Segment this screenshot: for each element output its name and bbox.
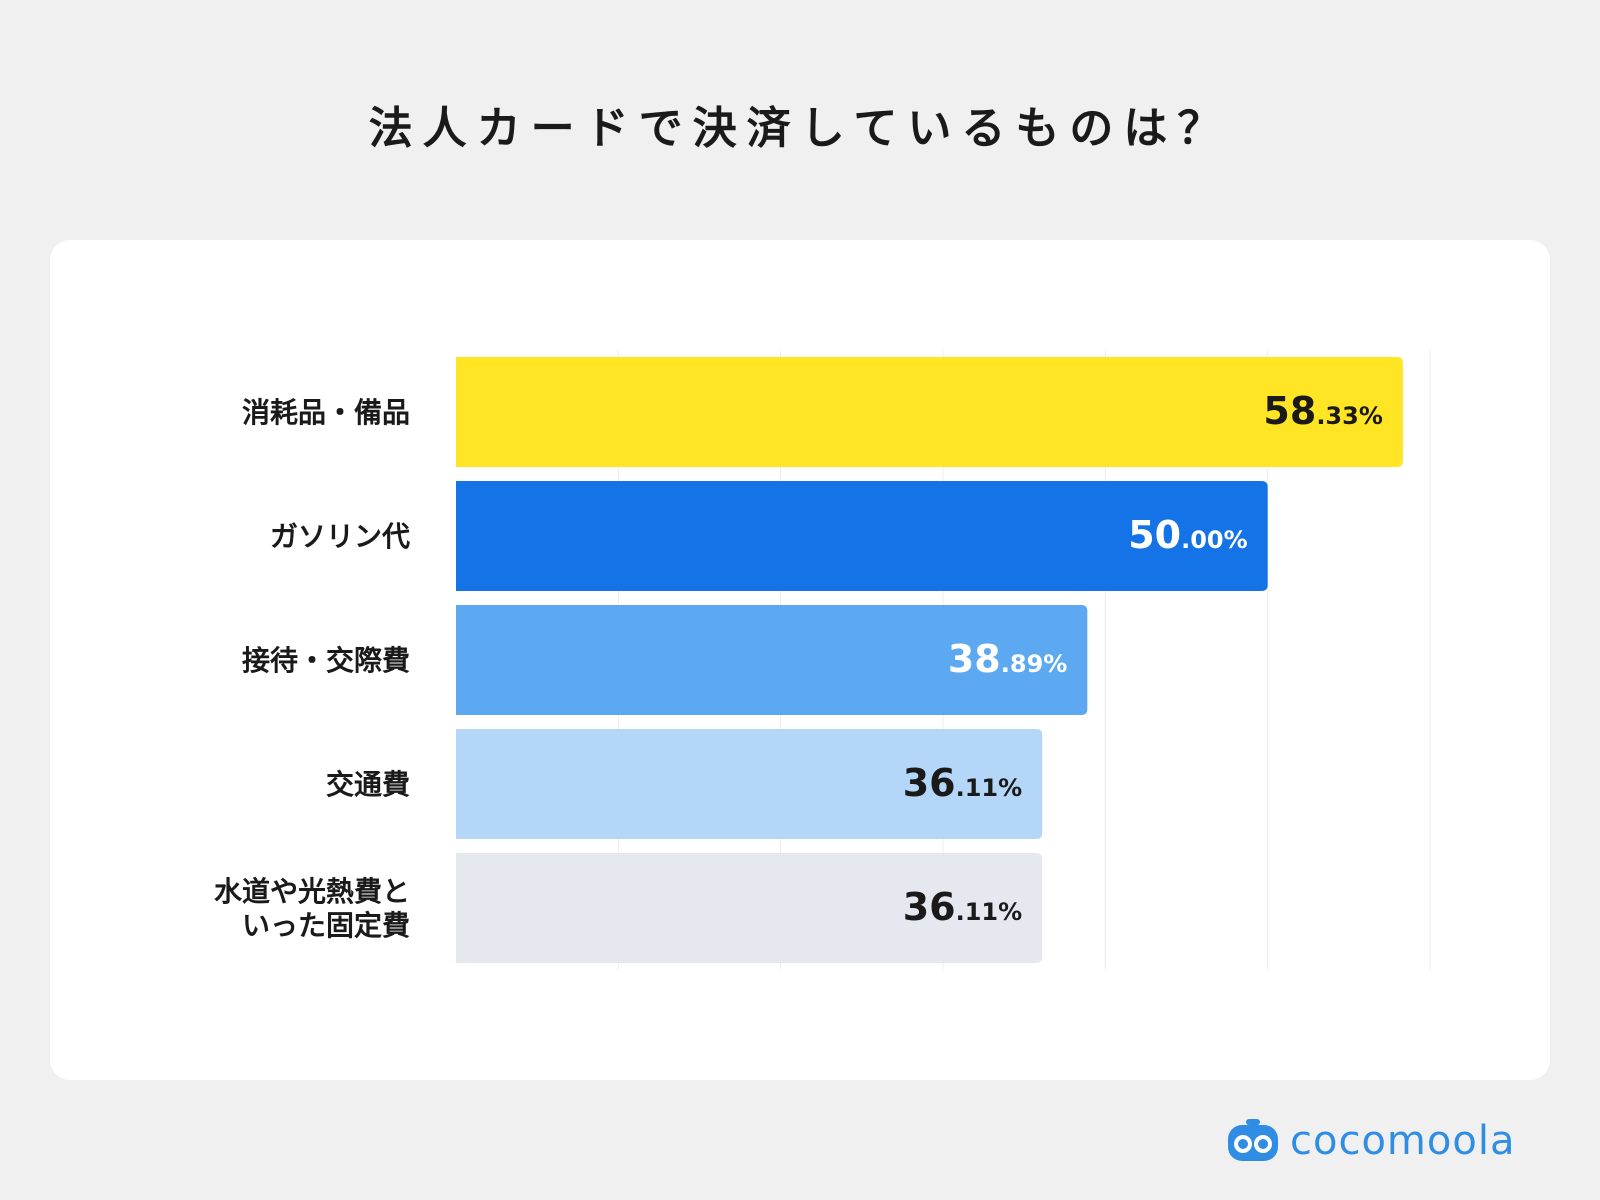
value-label: 36.11% [903,885,1022,929]
bar [456,729,1043,839]
chart-title: 法人カードで決済しているものは？ [368,103,1232,154]
category-label: 消耗品・備品 [242,396,410,429]
bar [456,357,1403,467]
robot-face-icon [1228,1119,1278,1161]
bar-chart: 消耗品・備品 58.33% ガソリン代 50.00% 接待・交際費 38.89% 交通費 36… [214,350,1431,970]
value-label-int: 50 [1128,513,1181,557]
category-label: ガソリン代 [270,520,410,553]
chart-card: 消耗品・備品 58.33% ガソリン代 50.00% 接待・交際費 38.89% 交通費 36… [50,240,1550,1080]
bar [456,853,1043,963]
bar [456,481,1268,591]
value-label-int: 38 [948,637,1001,681]
brand-logo: cocomoola [1226,1116,1515,1166]
value-label: 50.00% [1128,513,1247,557]
category-label: いった固定費 [242,909,410,942]
value-label: 38.89% [948,637,1067,681]
value-label-int: 36 [903,761,956,805]
value-label-dec: .11% [956,898,1023,926]
value-label-int: 58 [1263,389,1316,433]
value-label-int: 36 [903,885,956,929]
category-label: 交通費 [326,768,410,801]
value-label-dec: .33% [1316,402,1383,430]
category-label: 接待・交際費 [242,644,410,677]
value-label: 36.11% [903,761,1022,805]
value-label-dec: .89% [1001,650,1068,678]
brand-name: cocomoola [1290,1118,1516,1164]
bar [456,605,1088,715]
category-label: 水道や光熱費と [214,875,410,908]
value-label: 58.33% [1263,389,1382,433]
value-label-dec: .11% [956,774,1023,802]
value-label-dec: .00% [1181,526,1248,554]
